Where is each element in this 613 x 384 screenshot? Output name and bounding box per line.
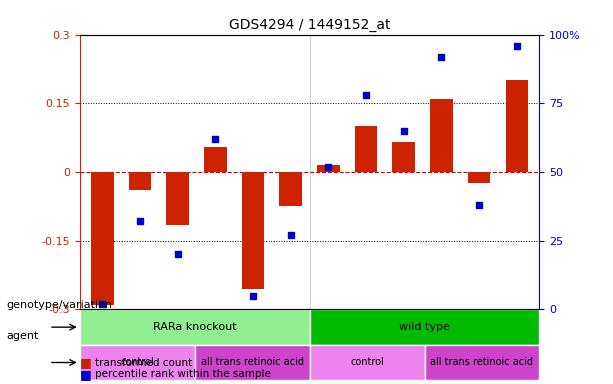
- Bar: [242, 172, 264, 289]
- Bar: [91, 172, 113, 305]
- Text: all trans retinoic acid: all trans retinoic acid: [200, 358, 303, 367]
- Text: control: control: [120, 358, 154, 367]
- Bar: [166, 172, 189, 225]
- Bar: [317, 165, 340, 172]
- FancyBboxPatch shape: [424, 345, 539, 380]
- Bar: [204, 147, 227, 172]
- Point: [436, 53, 446, 60]
- Bar: [392, 142, 415, 172]
- Bar: [355, 126, 378, 172]
- FancyBboxPatch shape: [195, 345, 310, 380]
- Text: agent: agent: [6, 331, 39, 341]
- Text: percentile rank within the sample: percentile rank within the sample: [95, 369, 271, 379]
- FancyBboxPatch shape: [80, 345, 195, 380]
- Point: [248, 293, 258, 299]
- FancyBboxPatch shape: [80, 310, 310, 345]
- Point: [135, 218, 145, 225]
- FancyBboxPatch shape: [310, 310, 539, 345]
- Text: control: control: [350, 358, 384, 367]
- Text: ■: ■: [80, 368, 91, 381]
- Point: [399, 128, 409, 134]
- Title: GDS4294 / 1449152_at: GDS4294 / 1449152_at: [229, 18, 390, 32]
- Text: wild type: wild type: [399, 322, 450, 332]
- Text: RARa knockout: RARa knockout: [153, 322, 237, 332]
- Text: all trans retinoic acid: all trans retinoic acid: [430, 358, 533, 367]
- Point: [474, 202, 484, 208]
- Point: [210, 136, 220, 142]
- Bar: [280, 172, 302, 206]
- Point: [324, 164, 333, 170]
- Bar: [506, 80, 528, 172]
- Bar: [129, 172, 151, 190]
- Point: [173, 252, 183, 258]
- Text: ■: ■: [80, 356, 91, 369]
- Text: transformed count: transformed count: [95, 358, 192, 368]
- Bar: [468, 172, 490, 184]
- Point: [512, 43, 522, 49]
- Text: genotype/variation: genotype/variation: [6, 300, 112, 310]
- Point: [97, 301, 107, 307]
- Bar: [430, 99, 453, 172]
- Point: [286, 232, 295, 238]
- Point: [361, 92, 371, 98]
- FancyBboxPatch shape: [310, 345, 424, 380]
